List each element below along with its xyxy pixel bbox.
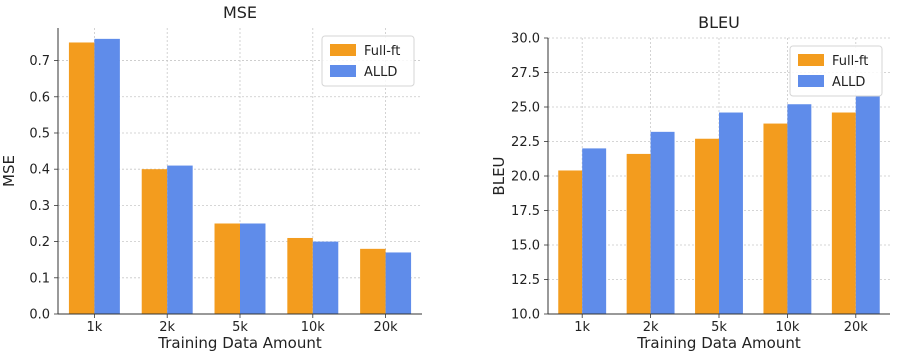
y-axis-label: BLEU [490,156,508,195]
legend-label: Full-ft [364,44,400,59]
x-tick-label: 5k [711,320,727,335]
bar-full-ft-1k [558,170,583,314]
legend-swatch [330,44,356,56]
x-tick-label: 10k [775,320,800,335]
x-axis-label: Training Data Amount [157,334,322,352]
y-axis-label: MSE [0,155,18,187]
y-tick-label: 17.5 [511,204,540,219]
y-tick-label: 25.0 [511,101,540,116]
x-tick-label: 2k [159,320,175,335]
y-tick-label: 0.3 [29,199,50,214]
bar-alld-5k [240,223,266,314]
legend: Full-ft ALLD [789,45,883,97]
y-tick-label: 0.2 [29,235,50,250]
x-tick-label: 5k [232,320,248,335]
legend-label: ALLD [832,75,865,90]
x-tick-label: 20k [844,320,869,335]
y-tick-label: 12.5 [511,273,540,288]
bar-full-ft-2k [141,169,168,314]
legend-swatch [330,65,356,77]
y-tick-label: 10.0 [511,308,540,323]
bar-alld-10k [312,241,339,314]
bar-alld-2k [650,131,675,314]
bar-full-ft-10k [287,237,313,314]
bar-alld-5k [719,112,743,315]
y-tick-label: 0.7 [29,54,50,69]
y-tick-label: 0.6 [29,90,50,105]
y-tick-label: 0.1 [29,271,50,286]
bar-alld-1k [94,38,120,315]
chart-panel-1: 0.0 0.1 0.2 0.3 0.4 0.5 0.6 0.7 1k 2k 5k 10k 20k MSE T… [0,3,422,352]
y-tick-label: 27.5 [511,66,540,81]
x-tick-label: 2k [643,320,659,335]
chart-title: MSE [223,3,257,22]
y-tick-label: 0.0 [29,308,50,323]
y-tick-label: 0.4 [29,163,50,178]
legend: Full-ft ALLD [321,35,415,87]
bar-alld-1k [582,148,607,314]
chart-panel-2: 10.0 12.5 15.0 17.5 20.0 22.5 25.0 27.5 30.0 1k 2k… [490,13,890,352]
bar-full-ft-20k [831,112,856,315]
y-tick-label: 22.5 [511,135,540,150]
x-tick-label: 1k [574,320,590,335]
x-tick-label: 20k [374,320,399,335]
bar-full-ft-5k [695,138,719,314]
bar-full-ft-20k [360,248,386,314]
bar-alld-20k [385,252,412,314]
bar-full-ft-5k [214,223,240,314]
x-tick-label: 10k [301,320,326,335]
bar-alld-2k [167,165,193,314]
y-tick-label: 20.0 [511,170,540,185]
bar-alld-20k [855,95,880,315]
legend-label: ALLD [364,65,397,80]
bar-full-ft-10k [763,123,788,314]
y-tick-label: 15.0 [511,239,540,254]
bar-alld-10k [787,104,812,315]
legend-swatch [798,75,824,87]
x-tick-label: 1k [86,320,102,335]
y-tick-label: 0.5 [29,126,50,141]
bar-full-ft-1k [68,42,95,314]
legend-swatch [798,54,824,66]
chart-title: BLEU [698,13,740,32]
bar-full-ft-2k [626,153,651,314]
legend-label: Full-ft [832,54,868,69]
x-axis-label: Training Data Amount [636,334,801,352]
y-tick-label: 30.0 [511,32,540,47]
